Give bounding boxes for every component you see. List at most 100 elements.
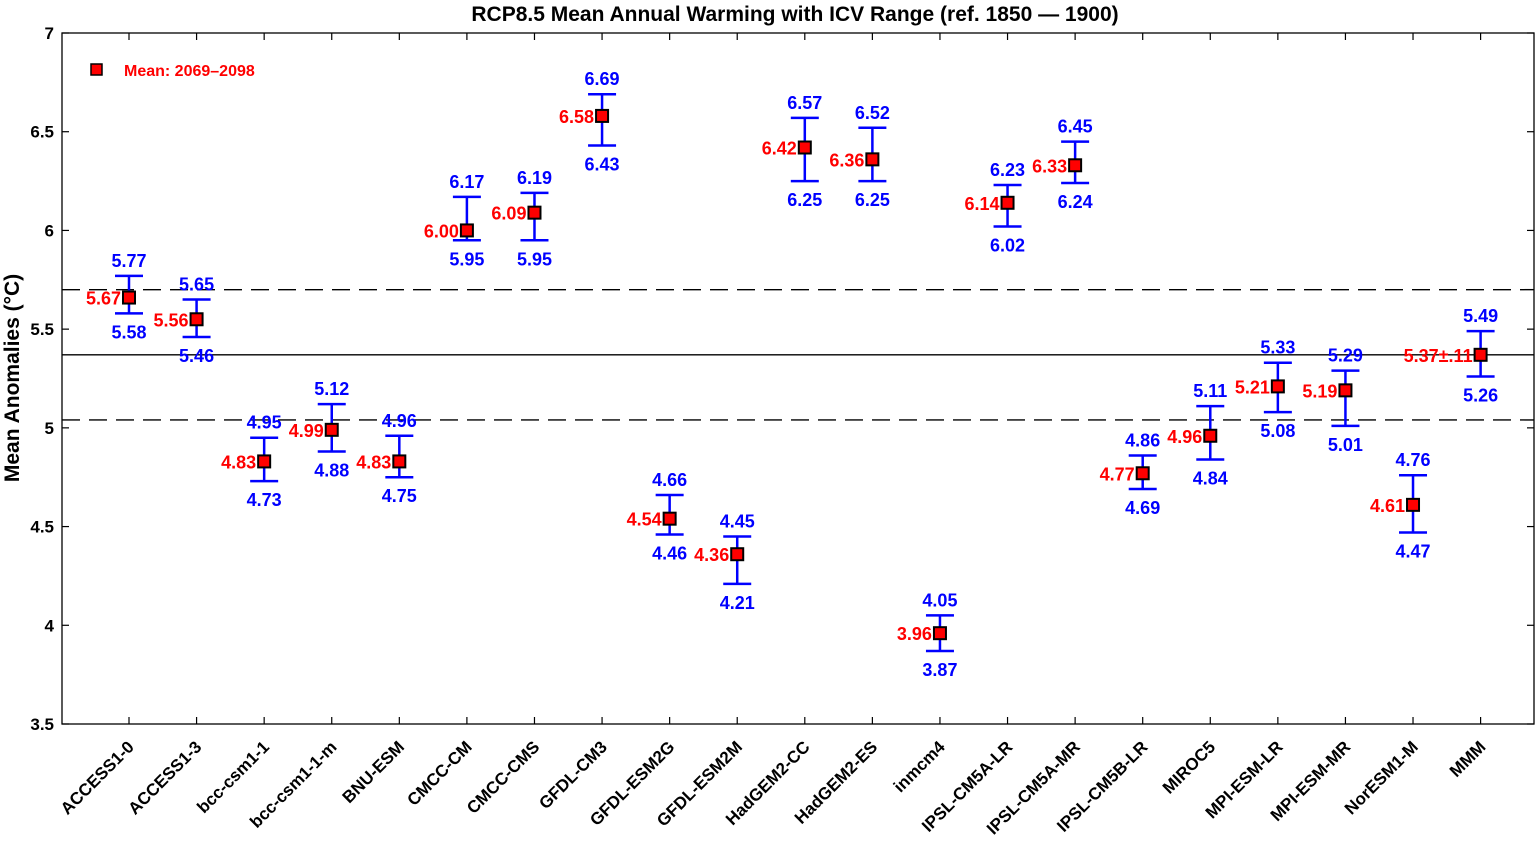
upper-value-label: 6.23 [990, 160, 1025, 180]
x-tick-label: CMCC-CM [404, 737, 476, 809]
mean-value-label: 4.61 [1370, 496, 1405, 516]
x-tick-label: BNU-ESM [339, 737, 409, 807]
upper-value-label: 6.69 [585, 69, 620, 89]
mean-marker [1473, 347, 1488, 362]
upper-value-label: 4.76 [1395, 450, 1430, 470]
y-tick-label: 4.5 [30, 518, 54, 537]
x-tick-label: MIROC5 [1159, 737, 1219, 797]
lower-value-label: 4.75 [382, 486, 417, 506]
lower-value-label: 4.46 [652, 543, 687, 563]
lower-value-label: 5.01 [1328, 435, 1363, 455]
upper-value-label: 4.86 [1125, 430, 1160, 450]
model-series: 5.77 5.58 5.67 5.65 5.46 5.56 4.95 4.73 4.83 5.12… [86, 69, 1498, 680]
mean-value-label: 5.21 [1235, 377, 1270, 397]
lower-value-label: 5.26 [1463, 386, 1498, 406]
y-tick-label: 3.5 [30, 715, 54, 734]
upper-value-label: 4.45 [720, 511, 755, 531]
lower-value-label: 6.25 [787, 190, 822, 210]
upper-value-label: 6.45 [1058, 117, 1093, 137]
upper-value-label: 6.57 [787, 93, 822, 113]
lower-value-label: 4.88 [314, 461, 349, 481]
mean-marker [122, 290, 136, 305]
lower-value-label: 5.95 [449, 249, 484, 269]
mean-marker [392, 454, 407, 469]
y-tick-label: 5 [45, 419, 54, 438]
lower-value-label: 5.58 [111, 322, 146, 342]
mean-marker [527, 205, 542, 220]
mean-marker [257, 454, 272, 469]
mean-value-label: 5.19 [1302, 381, 1337, 401]
mean-marker [1135, 466, 1150, 481]
mean-value-label: 6.33 [1032, 156, 1067, 176]
y-tick-label: 5.5 [30, 320, 54, 339]
lower-value-label: 3.87 [922, 660, 957, 680]
mean-marker [865, 152, 880, 167]
mean-marker [730, 547, 745, 562]
x-tick-label: MMM [1446, 737, 1489, 780]
upper-value-label: 4.66 [652, 470, 687, 490]
mean-value-label: 6.42 [762, 139, 797, 159]
reference-lines [62, 288, 1534, 421]
upper-value-label: 6.17 [449, 172, 484, 192]
mean-value-label: 5.56 [154, 310, 189, 330]
y-axis-ticks: 3.544.555.566.57 [30, 24, 1534, 734]
lower-value-label: 5.08 [1260, 421, 1295, 441]
chart-title: RCP8.5 Mean Annual Warming with ICV Rang… [471, 3, 1118, 26]
lower-value-label: 4.69 [1125, 498, 1160, 518]
mean-value-label: 6.00 [424, 221, 459, 241]
mean-value-label: 5.37±.11 [1404, 346, 1473, 366]
mean-marker [1068, 158, 1083, 173]
mean-value-label: 4.54 [627, 510, 662, 530]
x-tick-label: NorESM1-M [1341, 737, 1422, 818]
mean-marker [1203, 428, 1218, 443]
mean-value-label: 4.96 [1167, 427, 1202, 447]
upper-value-label: 4.95 [247, 413, 282, 433]
y-axis-label: Mean Anomalies (°C) [1, 274, 24, 482]
mean-marker [797, 140, 812, 155]
mean-marker [189, 312, 204, 327]
y-tick-label: 6 [45, 221, 54, 240]
legend-label: Mean: 2069–2098 [124, 63, 255, 80]
lower-value-label: 4.73 [247, 490, 282, 510]
mean-marker [1270, 379, 1285, 394]
lower-value-label: 4.47 [1395, 541, 1430, 561]
mean-marker [1406, 497, 1421, 512]
upper-value-label: 6.19 [517, 168, 552, 188]
upper-value-label: 5.29 [1328, 346, 1363, 366]
upper-value-label: 4.96 [382, 411, 417, 431]
mean-value-label: 4.36 [694, 545, 729, 565]
upper-value-label: 5.11 [1193, 381, 1227, 401]
mean-marker [324, 422, 339, 437]
legend-marker [90, 63, 103, 76]
mean-value-label: 4.83 [221, 452, 256, 472]
upper-value-label: 5.12 [314, 379, 349, 399]
lower-value-label: 5.95 [517, 249, 552, 269]
lower-value-label: 6.43 [585, 155, 620, 175]
lower-value-label: 6.25 [855, 190, 890, 210]
x-tick-label: inmcm4 [890, 737, 949, 796]
lower-value-label: 4.84 [1193, 468, 1228, 488]
lower-value-label: 6.02 [990, 235, 1025, 255]
mean-value-label: 6.58 [559, 107, 594, 127]
lower-value-label: 4.21 [720, 593, 755, 613]
mean-value-label: 4.77 [1100, 464, 1135, 484]
plot-area [61, 32, 1535, 725]
lower-value-label: 6.24 [1058, 192, 1093, 212]
mean-value-label: 3.96 [897, 624, 932, 644]
lower-value-label: 5.46 [179, 346, 214, 366]
upper-value-label: 6.52 [855, 103, 890, 123]
mean-value-label: 4.83 [356, 452, 391, 472]
upper-value-label: 5.77 [111, 251, 146, 271]
mean-marker [1000, 195, 1015, 210]
mean-value-label: 4.99 [289, 421, 324, 441]
mean-value-label: 6.36 [829, 150, 864, 170]
upper-value-label: 5.65 [179, 275, 214, 295]
mean-value-label: 6.09 [491, 204, 526, 224]
x-tick-label: CMCC-CMS [463, 737, 543, 817]
mean-marker [662, 511, 677, 526]
upper-value-label: 5.33 [1260, 338, 1295, 358]
legend: Mean: 2069–2098 [90, 63, 255, 80]
mean-marker [1338, 383, 1353, 398]
mean-marker [932, 626, 947, 641]
